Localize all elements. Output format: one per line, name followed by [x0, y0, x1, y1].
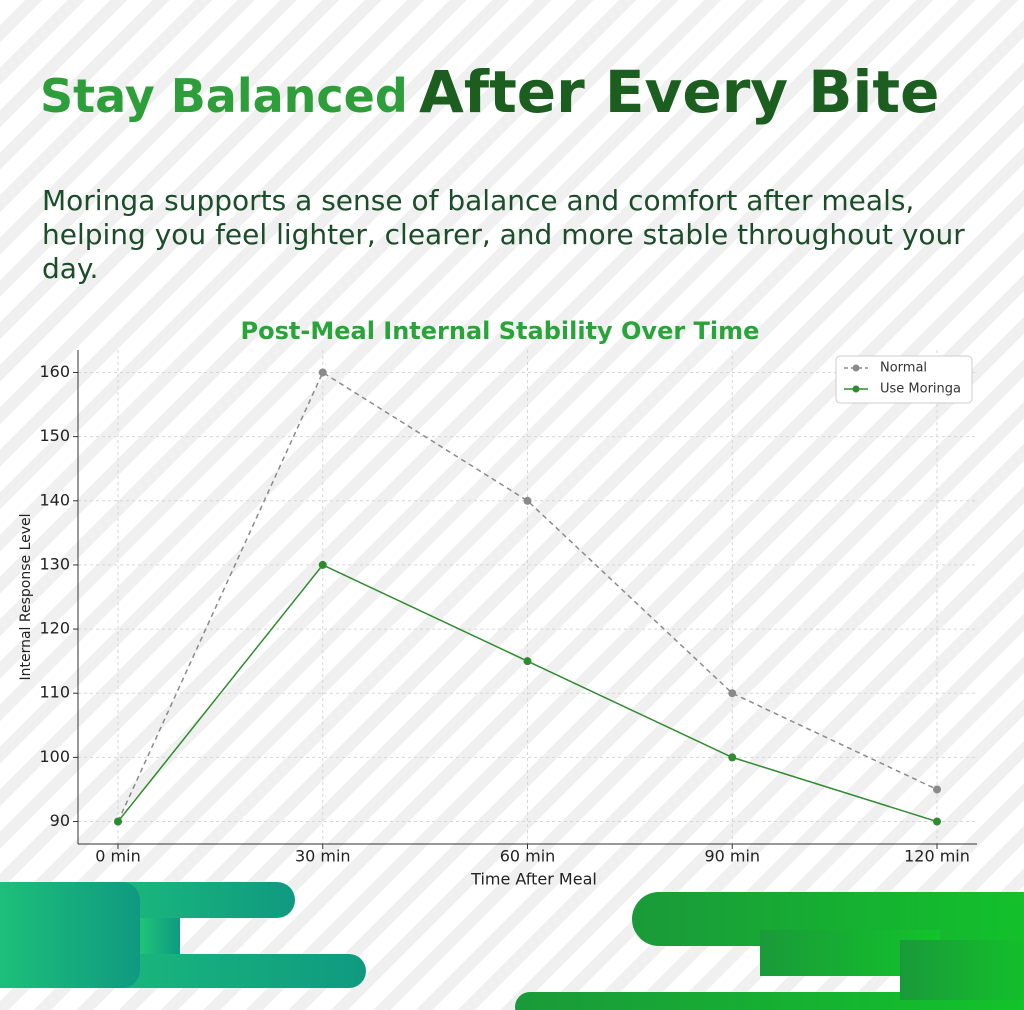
- x-tick-label: 0 min: [95, 847, 140, 866]
- y-tick-label: 150: [39, 426, 70, 445]
- data-point: [318, 368, 327, 377]
- data-point: [523, 496, 532, 505]
- y-axis-label: Internal Response Level: [18, 513, 34, 680]
- y-tick-label: 140: [39, 490, 70, 509]
- x-tick-label: 90 min: [704, 847, 760, 866]
- x-axis-label: Time After Meal: [470, 870, 597, 889]
- legend-label: Use Moringa: [880, 382, 961, 397]
- data-point: [728, 753, 737, 762]
- headline-main: After Every Bite: [418, 58, 940, 126]
- headline-lead: Stay Balanced: [40, 69, 408, 123]
- y-tick-label: 120: [39, 619, 70, 638]
- chart-title: Post-Meal Internal Stability Over Time: [241, 317, 760, 345]
- x-tick-label: 120 min: [904, 847, 970, 866]
- data-point: [318, 560, 327, 569]
- y-tick-label: 110: [39, 683, 70, 702]
- data-point: [114, 817, 122, 826]
- y-tick-label: 100: [39, 747, 70, 766]
- y-tick-label: 90: [50, 811, 70, 830]
- data-point: [728, 689, 737, 698]
- decoration-left: [0, 882, 366, 988]
- data-point: [523, 657, 532, 666]
- data-point: [933, 785, 941, 794]
- x-tick-label: 30 min: [295, 847, 351, 866]
- legend-label: Normal: [880, 361, 927, 376]
- x-tick-label: 60 min: [500, 847, 556, 866]
- legend-marker: [852, 385, 860, 393]
- headline: Stay Balanced After Every Bite: [40, 58, 939, 126]
- description: Moringa supports a sense of balance and …: [42, 184, 965, 285]
- series-line: [117, 371, 938, 822]
- legend: Normal Use Moringa: [835, 355, 973, 404]
- data-point: [933, 817, 941, 826]
- legend-marker: [852, 364, 860, 372]
- legend-box: [835, 355, 973, 404]
- y-tick-label: 130: [39, 554, 70, 573]
- y-tick-label: 160: [39, 362, 70, 381]
- decoration-right: [515, 892, 1024, 1010]
